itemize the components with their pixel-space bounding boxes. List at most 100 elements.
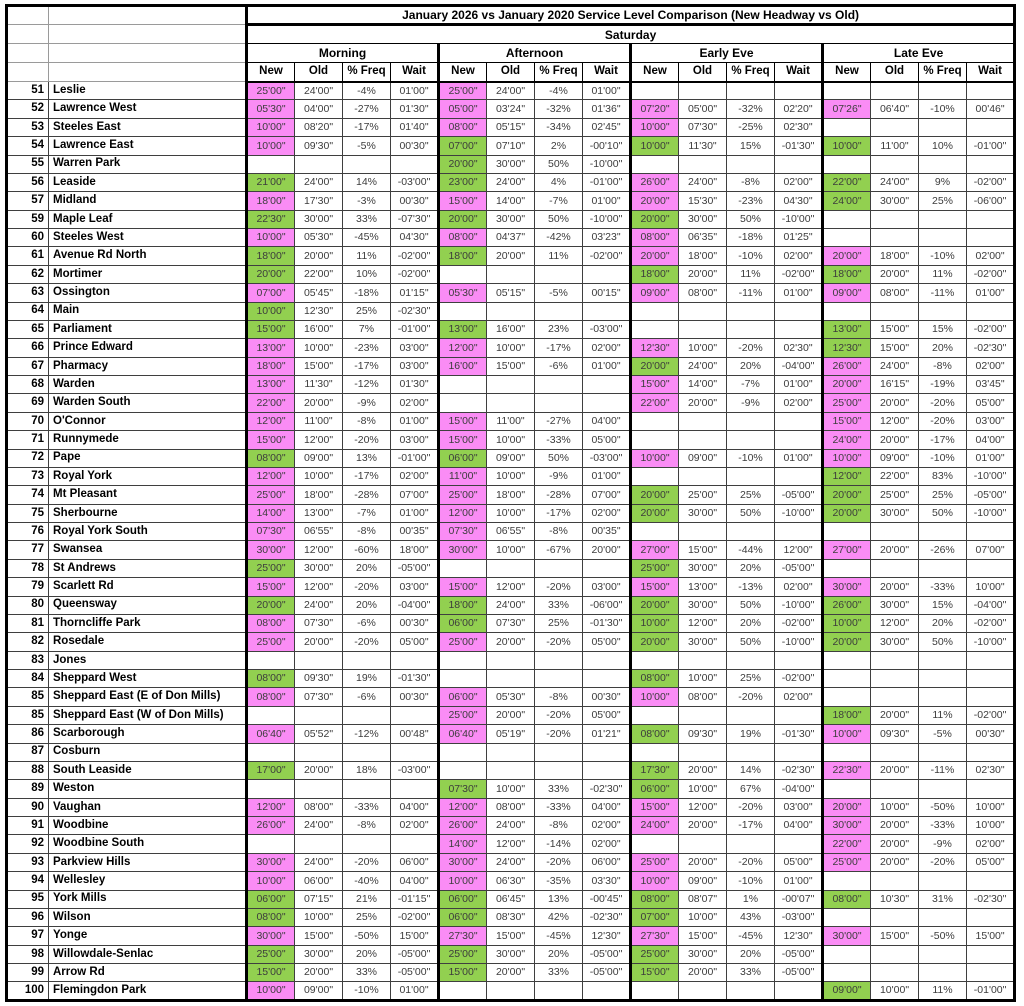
headway-cell[interactable]: -17% [726, 815, 775, 836]
empty-cell[interactable] [582, 374, 631, 395]
headway-cell[interactable]: -9% [534, 466, 583, 487]
headway-cell[interactable]: -6% [534, 356, 583, 377]
route-number[interactable]: 83 [6, 650, 49, 671]
empty-cell[interactable] [629, 742, 679, 762]
route-name[interactable]: Avenue Rd North [48, 246, 247, 266]
empty-cell[interactable] [582, 981, 631, 1001]
route-name[interactable]: Pape [48, 448, 247, 468]
headway-cell[interactable]: 15'00" [437, 962, 487, 983]
headway-cell[interactable]: 10'00" [245, 871, 295, 891]
headway-cell[interactable]: 00'48" [390, 724, 439, 744]
empty-cell[interactable] [965, 117, 1016, 138]
headway-cell[interactable]: 20'00" [870, 852, 919, 873]
headway-cell[interactable]: 08'00" [629, 227, 679, 248]
headway-cell[interactable]: 11'00" [294, 411, 343, 432]
headway-cell[interactable]: 10'00" [678, 668, 727, 689]
headway-cell[interactable]: 09'30" [294, 668, 343, 689]
headway-cell[interactable]: 01'40" [390, 117, 439, 138]
headway-cell[interactable]: -20% [726, 687, 775, 707]
empty-cell[interactable] [870, 871, 919, 891]
headway-cell[interactable]: 20% [918, 338, 967, 358]
col-header-wait[interactable]: Wait [774, 62, 823, 83]
headway-cell[interactable]: 20'00" [870, 705, 919, 726]
headway-cell[interactable]: 15'00" [294, 356, 343, 377]
headway-cell[interactable]: 10'00" [245, 117, 295, 138]
headway-cell[interactable]: 18'00" [437, 595, 487, 615]
headway-cell[interactable]: 24'00" [821, 191, 871, 211]
headway-cell[interactable]: 30'00" [678, 209, 727, 230]
empty-cell[interactable] [965, 962, 1016, 983]
headway-cell[interactable]: 26'00" [821, 595, 871, 615]
empty-cell[interactable] [870, 742, 919, 762]
headway-cell[interactable]: 10'00" [629, 448, 679, 468]
empty-cell[interactable] [821, 521, 871, 542]
headway-cell[interactable]: 06'00" [245, 889, 295, 909]
headway-cell[interactable]: 00'30" [390, 687, 439, 707]
headway-cell[interactable]: 17'00" [245, 760, 295, 781]
route-number[interactable]: 67 [6, 356, 49, 377]
headway-cell[interactable]: 06'40" [245, 724, 295, 744]
empty-cell[interactable] [821, 668, 871, 689]
headway-cell[interactable]: 50% [534, 154, 583, 174]
empty-cell[interactable] [965, 907, 1016, 928]
empty-cell[interactable] [774, 834, 823, 854]
empty-cell[interactable] [870, 521, 919, 542]
headway-cell[interactable]: 10'00" [678, 779, 727, 799]
empty-cell[interactable] [870, 154, 919, 174]
headway-cell[interactable]: -60% [342, 540, 391, 560]
route-name[interactable]: Woodbine South [48, 834, 247, 854]
route-name[interactable]: Sheppard East (E of Don Mills) [48, 687, 247, 707]
headway-cell[interactable]: -20% [534, 705, 583, 726]
empty-cell[interactable] [678, 650, 727, 671]
headway-cell[interactable]: -01'30" [390, 668, 439, 689]
empty-cell[interactable] [726, 742, 775, 762]
empty-cell[interactable] [918, 558, 967, 579]
empty-cell[interactable] [726, 430, 775, 450]
headway-cell[interactable]: 01'30" [390, 99, 439, 119]
headway-cell[interactable]: 02'20" [774, 99, 823, 119]
headway-cell[interactable]: 25'00" [629, 558, 679, 579]
headway-cell[interactable]: -02'00" [582, 246, 631, 266]
route-name[interactable]: Queensway [48, 595, 247, 615]
route-name[interactable]: Parliament [48, 319, 247, 340]
headway-cell[interactable]: -02'00" [965, 705, 1016, 726]
empty-cell[interactable] [629, 521, 679, 542]
headway-cell[interactable]: 20'00" [678, 852, 727, 873]
headway-cell[interactable]: 06'40" [870, 99, 919, 119]
empty-cell[interactable] [918, 209, 967, 230]
empty-cell[interactable] [6, 24, 49, 44]
headway-cell[interactable]: 07'30" [437, 521, 487, 542]
headway-cell[interactable]: -5% [534, 283, 583, 303]
col-header-old[interactable]: Old [294, 62, 343, 83]
empty-cell[interactable] [821, 944, 871, 965]
headway-cell[interactable]: 06'00" [437, 889, 487, 909]
route-number[interactable]: 64 [6, 301, 49, 321]
headway-cell[interactable]: 25% [342, 907, 391, 928]
empty-cell[interactable] [486, 981, 535, 1001]
route-name[interactable]: Lawrence West [48, 99, 247, 119]
headway-cell[interactable]: -10'00" [965, 632, 1016, 652]
empty-cell[interactable] [774, 154, 823, 174]
headway-cell[interactable]: 09'00" [821, 283, 871, 303]
headway-cell[interactable]: 67% [726, 779, 775, 799]
headway-cell[interactable]: 04'00" [294, 99, 343, 119]
headway-cell[interactable]: 12'00" [870, 613, 919, 634]
headway-cell[interactable]: 10'00" [437, 871, 487, 891]
headway-cell[interactable]: 25'00" [245, 632, 295, 652]
headway-cell[interactable]: 05'30" [437, 283, 487, 303]
empty-cell[interactable] [534, 981, 583, 1001]
headway-cell[interactable]: 50% [918, 503, 967, 524]
empty-cell[interactable] [821, 907, 871, 928]
headway-cell[interactable]: -20% [918, 393, 967, 413]
headway-cell[interactable]: 20% [342, 558, 391, 579]
empty-cell[interactable] [294, 154, 343, 174]
headway-cell[interactable]: -17% [342, 466, 391, 487]
route-number[interactable]: 90 [6, 797, 49, 818]
empty-cell[interactable] [918, 154, 967, 174]
headway-cell[interactable]: -07'30" [390, 209, 439, 230]
headway-cell[interactable]: -17% [534, 503, 583, 524]
headway-cell[interactable]: 03'00" [582, 577, 631, 597]
headway-cell[interactable]: 20'00" [821, 503, 871, 524]
empty-cell[interactable] [965, 80, 1016, 101]
headway-cell[interactable]: 10'00" [965, 797, 1016, 818]
